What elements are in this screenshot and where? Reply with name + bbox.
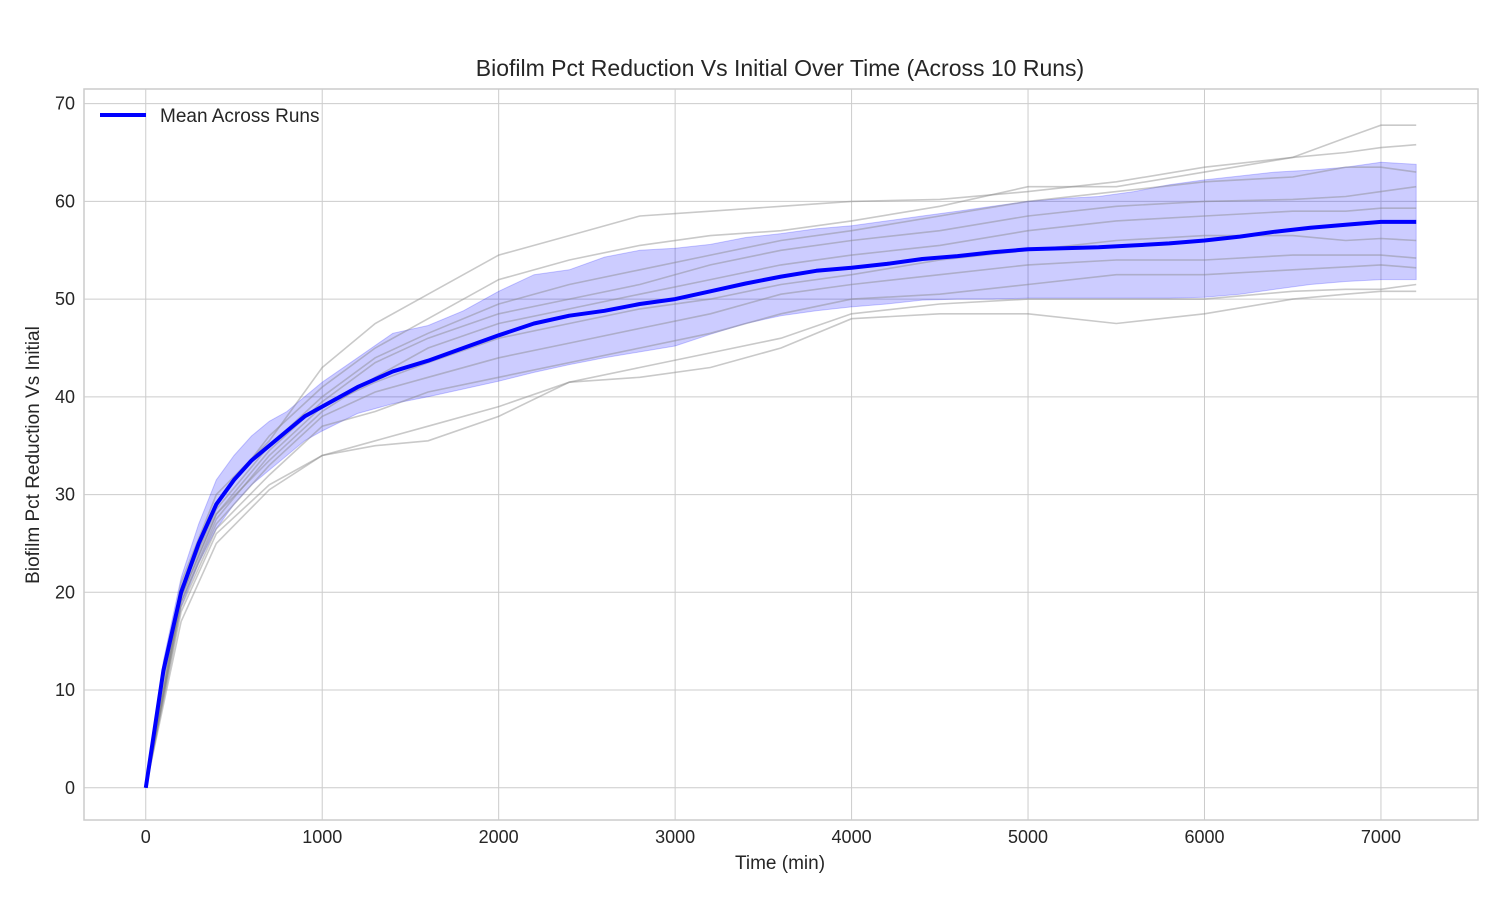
- legend-label-mean: Mean Across Runs: [160, 106, 319, 127]
- y-tick-label: 0: [65, 778, 75, 798]
- chart-title: Biofilm Pct Reduction Vs Initial Over Ti…: [476, 55, 1084, 81]
- y-tick-labels: 0 10 20 30 40 50 60 70: [55, 94, 75, 798]
- y-axis-label: Biofilm Pct Reduction Vs Initial: [23, 326, 44, 584]
- x-tick-label: 0: [141, 827, 151, 847]
- x-tick-labels: 0 1000 2000 3000 4000 5000 6000 7000: [141, 827, 1401, 847]
- spread-band: [145, 161, 1417, 788]
- x-axis-label: Time (min): [735, 853, 825, 874]
- y-tick-label: 10: [55, 680, 75, 700]
- y-tick-label: 70: [55, 94, 75, 114]
- run-line: [145, 254, 1417, 788]
- y-tick-label: 40: [55, 387, 75, 407]
- run-line: [145, 283, 1417, 788]
- x-tick-label: 7000: [1361, 827, 1401, 847]
- run-line: [145, 234, 1417, 788]
- x-tick-label: 2000: [479, 827, 519, 847]
- x-tick-label: 5000: [1008, 827, 1048, 847]
- spread-band-layer: [145, 161, 1417, 788]
- x-tick-label: 1000: [302, 827, 342, 847]
- y-tick-label: 50: [55, 289, 75, 309]
- run-line: [145, 143, 1417, 788]
- y-gridlines: [84, 103, 1478, 789]
- y-tick-label: 30: [55, 485, 75, 505]
- run-line: [145, 207, 1417, 788]
- run-line: [145, 185, 1417, 788]
- x-tick-label: 6000: [1184, 827, 1224, 847]
- y-tick-label: 60: [55, 191, 75, 211]
- run-line: [145, 124, 1417, 788]
- run-line: [145, 290, 1417, 788]
- plot-frame: [83, 88, 1479, 821]
- legend: Mean Across Runs: [100, 106, 319, 127]
- mean-line: [143, 219, 1417, 789]
- run-line: [145, 264, 1417, 788]
- x-tick-label: 4000: [832, 827, 872, 847]
- x-tick-label: 3000: [655, 827, 695, 847]
- mean-line-layer: [143, 219, 1417, 789]
- x-gridlines: [145, 89, 1382, 820]
- y-tick-label: 20: [55, 582, 75, 602]
